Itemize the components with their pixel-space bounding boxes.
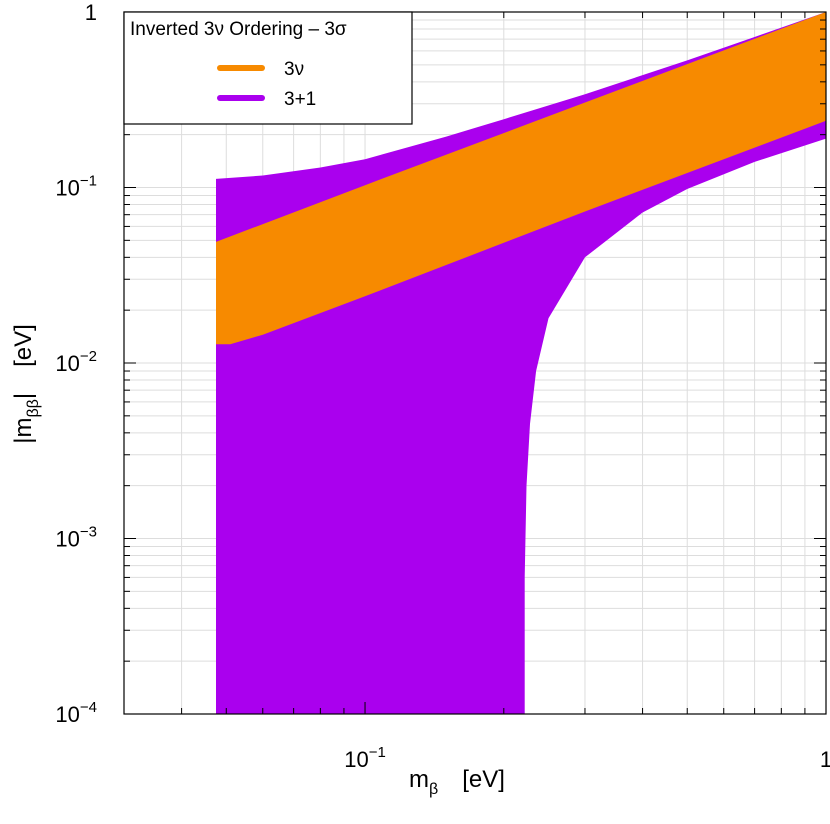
y-tick-label: 10−1 bbox=[55, 173, 97, 201]
x-axis-unit: [eV] bbox=[462, 766, 505, 793]
y-axis-title: |mββ| [eV] bbox=[10, 324, 42, 444]
svg-text:|mββ|[eV]: |mββ| [eV] bbox=[10, 324, 42, 444]
y-tick-label: 10−4 bbox=[55, 699, 97, 727]
y-axis-unit: [eV] bbox=[10, 324, 37, 367]
legend: Inverted 3ν Ordering – 3σ 3ν 3+1 bbox=[123, 11, 413, 125]
legend-label-3plus1: 3+1 bbox=[284, 89, 316, 110]
svg-text:mβ[eV]: mβ [eV] bbox=[409, 766, 505, 798]
y-tick-label: 10−2 bbox=[55, 348, 97, 376]
y-tick-label: 1 bbox=[85, 0, 97, 25]
legend-box bbox=[123, 11, 413, 125]
y-axis-subscript: ββ bbox=[25, 399, 42, 417]
x-axis-subscript: β bbox=[429, 781, 438, 798]
legend-label-3nu: 3ν bbox=[284, 59, 304, 80]
y-tick-label: 10−3 bbox=[55, 524, 97, 552]
x-axis-symbol: m bbox=[409, 766, 429, 793]
axis-ticks: 10−1 1 10−4 10−3 10−2 10−1 1 bbox=[55, 0, 830, 772]
x-tick-label: 1 bbox=[820, 747, 830, 772]
x-axis-title: mβ [eV] bbox=[409, 766, 505, 798]
y-axis-close: | bbox=[10, 393, 37, 399]
x-tick-label: 10−1 bbox=[344, 744, 386, 772]
series-band-3nu bbox=[216, 12, 826, 345]
series-area bbox=[216, 12, 826, 714]
y-axis-symbol: |m bbox=[10, 418, 37, 444]
legend-title: Inverted 3ν Ordering – 3σ bbox=[130, 19, 347, 40]
